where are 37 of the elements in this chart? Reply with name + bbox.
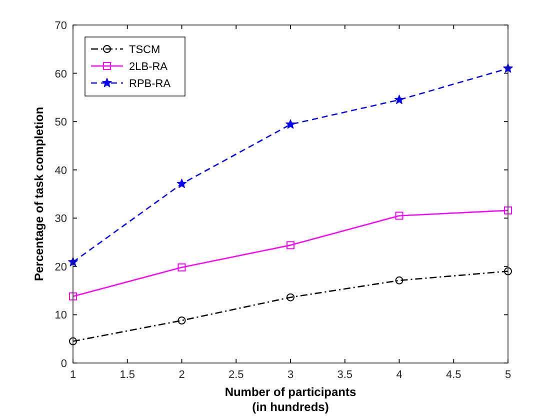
y-tick-label: 50 (54, 116, 67, 129)
y-tick-label: 20 (54, 261, 67, 274)
x-tick-label: 3.5 (337, 369, 353, 381)
y-tick-label: 0 (60, 358, 67, 370)
point (502, 63, 514, 73)
point (504, 206, 512, 214)
point (286, 241, 294, 250)
point (395, 276, 404, 284)
legend-label: 2LB-RA (129, 61, 168, 73)
point (176, 178, 187, 188)
point (285, 119, 296, 129)
point (394, 94, 404, 104)
y-axis-title: Percentage of task completion (32, 106, 46, 282)
y-tick-label: 10 (54, 310, 67, 322)
x-tick-label: 1 (70, 369, 76, 381)
y-tick-label: 30 (54, 213, 67, 226)
y-tick-label: 40 (54, 164, 67, 177)
legend-label: TSCM (129, 44, 160, 56)
point (69, 337, 77, 346)
x-tick-label: 1.5 (120, 369, 136, 381)
x-tick-label: 3 (287, 369, 294, 381)
legend-label: RPB-RA (129, 78, 172, 90)
point (69, 292, 77, 300)
y-tick-label: 70 (54, 20, 67, 32)
x-tick-label: 2 (178, 369, 185, 381)
point (68, 256, 78, 266)
x-tick-label: 5 (504, 369, 512, 381)
x-axis-title: Number of participants (in hundreds) (224, 385, 356, 414)
x-tick-label: 4.5 (446, 369, 462, 381)
point (504, 267, 512, 276)
point (178, 316, 186, 325)
point (178, 263, 186, 272)
x-tick-label: 2.5 (228, 369, 244, 381)
point (395, 212, 404, 220)
point (286, 293, 294, 302)
x-tick-label: 4 (396, 369, 402, 381)
y-tick-label: 60 (54, 68, 67, 80)
